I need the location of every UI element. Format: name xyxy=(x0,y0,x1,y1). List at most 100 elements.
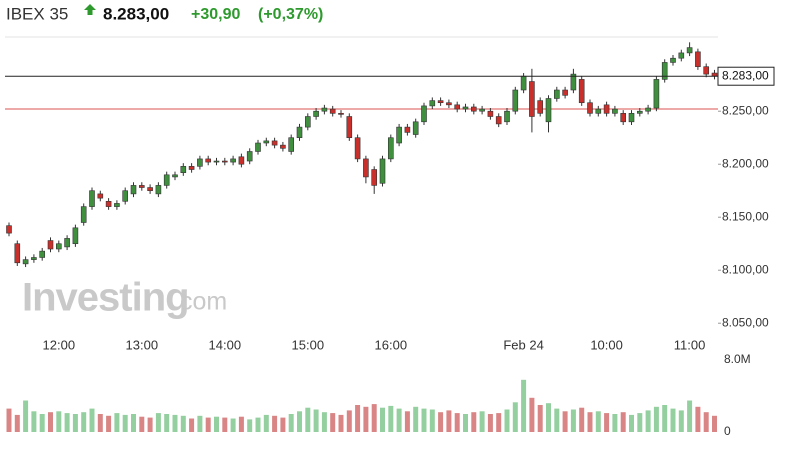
candle-body xyxy=(595,108,602,114)
candle-body xyxy=(255,142,261,152)
index-name: IBEX 35 xyxy=(6,4,68,23)
candle-body xyxy=(31,257,37,260)
last-price-label: 8.283,00 xyxy=(722,68,769,82)
candle-body xyxy=(603,104,610,114)
volume-bar xyxy=(346,410,352,432)
volume-bar xyxy=(305,407,311,432)
volume-bar xyxy=(678,410,684,432)
volume-bar xyxy=(504,409,510,432)
volume-bar xyxy=(48,412,53,432)
volume-bar xyxy=(371,404,377,432)
candle-body xyxy=(354,137,361,160)
volume-bar xyxy=(97,414,103,432)
candle-body xyxy=(363,158,369,178)
candle-body xyxy=(304,116,311,128)
candle-body xyxy=(396,126,402,144)
volume-bar xyxy=(496,413,502,432)
volume-bar xyxy=(272,415,278,432)
volume-bar xyxy=(6,408,12,432)
candle-body xyxy=(562,89,568,96)
volume-bar xyxy=(380,407,385,432)
candle-body xyxy=(288,137,295,152)
candle-body xyxy=(479,108,485,112)
volume-bar xyxy=(31,411,37,432)
candle-body xyxy=(454,104,461,110)
y-tick-label: 0 xyxy=(724,424,731,438)
candle-body xyxy=(213,160,220,163)
volume-bar xyxy=(330,413,336,432)
volume-bar xyxy=(703,412,709,432)
x-tick-label: 15:00 xyxy=(292,337,325,352)
candle-body xyxy=(678,52,685,59)
volume-bar xyxy=(131,414,136,432)
volume-bar xyxy=(222,417,228,432)
volume-bar xyxy=(546,403,551,432)
candle-body xyxy=(620,113,627,123)
candle-body xyxy=(139,185,145,188)
candle-body xyxy=(346,116,353,139)
candle-body xyxy=(39,250,46,258)
candle-body xyxy=(80,206,87,223)
volume-bar xyxy=(471,412,477,432)
candle-body xyxy=(695,51,701,67)
candle-body xyxy=(205,158,211,163)
candle-body xyxy=(387,137,394,160)
candle-body xyxy=(404,126,411,133)
volume-bar xyxy=(313,409,319,432)
volume-bar xyxy=(56,411,62,432)
candle-body xyxy=(686,47,693,54)
change-pct: (+0,37%) xyxy=(258,6,323,23)
volume-bar xyxy=(23,400,29,432)
volume-bar xyxy=(139,416,145,432)
candle-body xyxy=(230,158,236,163)
volume-bar xyxy=(263,414,269,432)
candle-body xyxy=(105,201,112,207)
candle-body xyxy=(645,107,651,112)
candle-body xyxy=(130,185,137,195)
volume-bar xyxy=(637,413,643,432)
candle-body xyxy=(72,227,79,245)
change: +30,90 xyxy=(191,6,240,23)
candle-body xyxy=(636,110,643,114)
volume-bar xyxy=(587,412,593,432)
candle-body xyxy=(97,193,104,199)
candle-body xyxy=(371,169,378,186)
volume-bar xyxy=(463,414,468,432)
volume-bar xyxy=(39,414,45,432)
candle-body xyxy=(246,151,253,162)
volume-bar xyxy=(562,411,568,432)
y-tick-label: 8.250,00 xyxy=(722,103,769,117)
candle-body xyxy=(512,89,519,112)
candle-body xyxy=(64,238,70,248)
candle-body xyxy=(703,66,710,75)
volume-bar xyxy=(180,415,186,432)
candle-body xyxy=(188,166,195,170)
up-arrow xyxy=(84,4,96,15)
volume-bar xyxy=(579,407,585,432)
volume-bar xyxy=(355,405,361,432)
volume-bar xyxy=(612,414,618,432)
candle-body xyxy=(628,113,635,123)
volume-bar xyxy=(321,412,327,432)
volume-bar xyxy=(247,419,253,432)
candle-body xyxy=(653,79,660,109)
candle-body xyxy=(280,144,286,149)
volume-bar xyxy=(570,409,576,432)
volume-bar xyxy=(81,412,87,432)
volume-bar xyxy=(280,417,286,432)
candle-body xyxy=(529,81,535,117)
candle-body xyxy=(553,89,560,99)
x-tick-label: 13:00 xyxy=(126,337,159,352)
candle-body xyxy=(470,106,477,112)
volume-bar xyxy=(197,415,203,432)
candle-body xyxy=(238,156,245,165)
price: 8.283,00 xyxy=(103,4,169,23)
x-tick-label: 10:00 xyxy=(590,337,623,352)
volume-bar xyxy=(238,416,244,432)
volume-bar xyxy=(205,417,211,432)
candle-body xyxy=(612,108,618,114)
y-tick-label: 8.0M xyxy=(724,352,751,366)
candle-body xyxy=(661,62,668,80)
x-tick-label: 16:00 xyxy=(375,337,408,352)
candle-body xyxy=(338,113,344,115)
